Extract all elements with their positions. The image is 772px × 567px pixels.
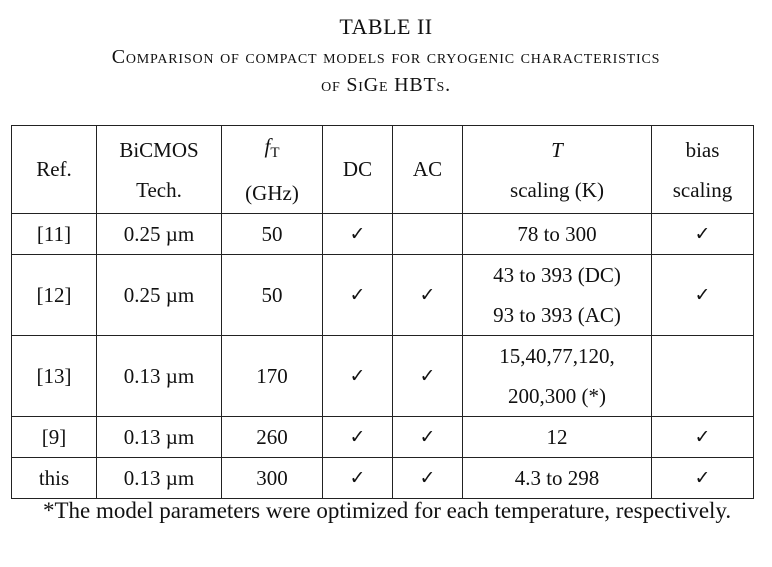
table-row: [12] 0.25 µm 50 ✓ ✓ 43 to 393 (DC) 93 to… [11,254,754,336]
cell-t-scaling: 4.3 to 298 [462,457,652,499]
header-ref: Ref. [11,125,97,214]
table-footnote: *The model parameters were optimized for… [43,498,732,523]
table-header-row: Ref. BiCMOS Tech. fT (GHz) DC AC T scali… [11,125,754,214]
cell-dc-check: ✓ [322,254,393,336]
cell-t-scaling-line-1: 15,40,77,120, [499,344,615,368]
cell-ac-check: ✓ [392,416,463,458]
cell-t-scaling-line-2: 93 to 393 (AC) [493,303,621,327]
cell-ref: [13] [11,335,97,417]
header-tech-line-2: Tech. [136,177,182,202]
header-bias-line-1: bias [685,137,720,162]
cell-bias-check: ✓ [651,254,754,336]
cell-ref: [11] [11,213,97,255]
table-caption-line-2: of SiGe HBTs. [321,74,451,96]
header-t-symbol: T [551,137,563,162]
cell-dc-check: ✓ [322,335,393,417]
table-row: this 0.13 µm 300 ✓ ✓ 4.3 to 298 ✓ [11,457,754,499]
header-tech: BiCMOS Tech. [96,125,222,214]
cell-bias-check: ✓ [651,213,754,255]
cell-bias-check [651,335,754,417]
header-bias-line-2: scaling [672,177,733,202]
cell-ft: 300 [221,457,323,499]
cell-bias-check: ✓ [651,416,754,458]
cell-ac-check [392,213,463,255]
cell-ref: [9] [11,416,97,458]
cell-ac-check: ✓ [392,254,463,336]
cell-tech: 0.13 µm [96,335,222,417]
header-ft-subscript: T [270,145,280,161]
cell-dc-check: ✓ [322,457,393,499]
cell-tech: 0.25 µm [96,254,222,336]
cell-bias-check: ✓ [651,457,754,499]
cell-ft: 50 [221,213,323,255]
header-bias-scaling: bias scaling [651,125,754,214]
table-row: [11] 0.25 µm 50 ✓ 78 to 300 ✓ [11,213,754,255]
comparison-table: Ref. BiCMOS Tech. fT (GHz) DC AC T scali… [11,125,754,499]
table-label: TABLE II [339,14,433,39]
cell-t-scaling: 12 [462,416,652,458]
cell-t-scaling: 78 to 300 [462,213,652,255]
cell-t-scaling: 43 to 393 (DC) 93 to 393 (AC) [462,254,652,336]
cell-ac-check: ✓ [392,457,463,499]
cell-ref: this [11,457,97,499]
cell-tech: 0.13 µm [96,416,222,458]
cell-ft: 170 [221,335,323,417]
header-dc: DC [322,125,393,214]
cell-dc-check: ✓ [322,416,393,458]
header-ft-symbol: fT [264,134,280,161]
cell-dc-check: ✓ [322,213,393,255]
header-ft: fT (GHz) [221,125,323,214]
table-caption-line-1: Comparison of compact models for cryogen… [111,46,661,68]
header-ft-unit: (GHz) [245,181,299,205]
cell-t-scaling: 15,40,77,120, 200,300 (*) [462,335,652,417]
cell-ft: 50 [221,254,323,336]
header-t-scaling: T scaling (K) [462,125,652,214]
cell-t-scaling-line-1: 43 to 393 (DC) [493,263,621,287]
cell-t-scaling-line-2: 200,300 (*) [508,384,606,408]
header-tech-line-1: BiCMOS [119,137,199,162]
cell-ref: [12] [11,254,97,336]
cell-ac-check: ✓ [392,335,463,417]
cell-ft: 260 [221,416,323,458]
table-row: [9] 0.13 µm 260 ✓ ✓ 12 ✓ [11,416,754,458]
cell-tech: 0.13 µm [96,457,222,499]
table-row: [13] 0.13 µm 170 ✓ ✓ 15,40,77,120, 200,3… [11,335,754,417]
header-ac: AC [392,125,463,214]
cell-tech: 0.25 µm [96,213,222,255]
header-t-scaling-label: scaling (K) [510,177,604,202]
